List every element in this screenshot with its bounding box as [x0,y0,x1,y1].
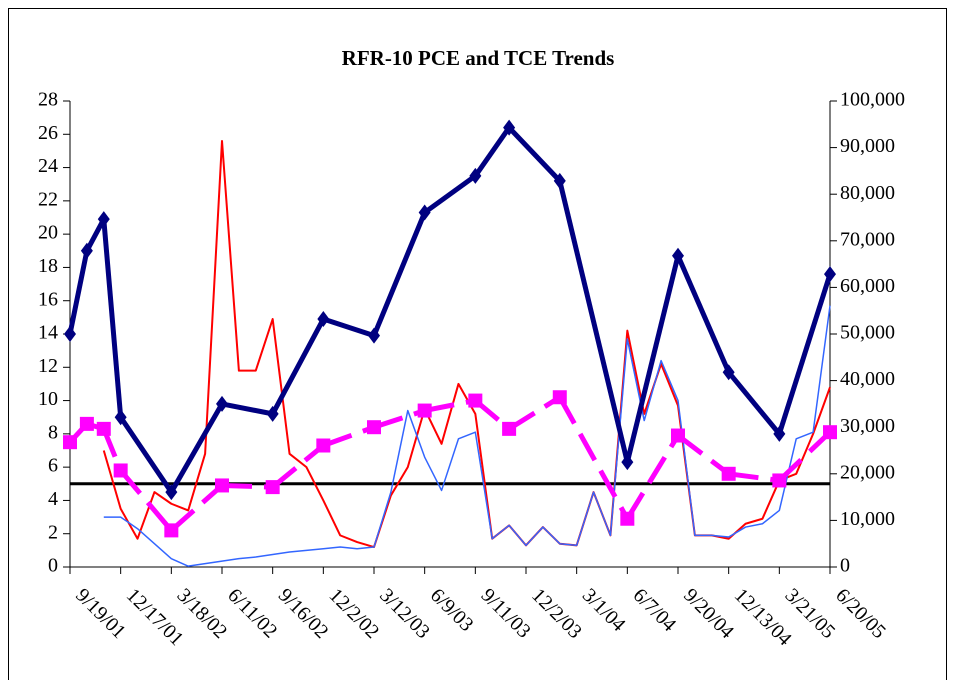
series-segment [169,483,224,533]
y-tick-label: 28 [38,89,58,111]
y-tick-label: 18 [38,255,58,277]
y2-tick-label: 30,000 [840,415,895,437]
series-segment [776,273,833,435]
marker [671,428,685,443]
marker [316,438,331,453]
series-segment [118,415,174,494]
y-tick-label: 24 [38,155,58,177]
marker [468,393,483,408]
marker [722,364,735,381]
marker [113,463,128,478]
marker [721,466,736,481]
series-segment [322,316,375,339]
marker [165,484,178,501]
marker [503,119,516,136]
y2-tick-label: 0 [840,555,850,577]
y-tick-label: 16 [38,288,58,310]
series-segment [322,424,375,448]
series-segment [507,395,562,431]
marker [823,425,837,440]
series-segment [101,218,124,418]
marker [215,478,229,493]
marker [553,172,566,189]
y2-tick-label: 40,000 [840,368,895,390]
y2-tick-label: 90,000 [840,135,895,157]
marker [502,421,517,436]
series-segment [726,370,782,436]
series-segment [423,173,477,215]
marker [164,523,179,538]
y-tick-label: 10 [38,388,58,410]
series-segment [777,430,832,483]
series-segment [624,255,681,463]
series-segment [169,402,225,494]
y2-tick-label: 70,000 [840,228,895,250]
y-tick-label: 0 [48,555,58,577]
y2-tick-label: 60,000 [840,275,895,297]
marker [80,242,93,259]
marker [266,405,279,422]
marker [114,409,127,426]
marker [621,454,634,471]
marker [216,395,228,412]
chart-border [8,8,947,685]
marker [79,416,94,431]
series-segment [507,125,562,183]
chart-title: RFR-10 PCE and TCE Trends [342,46,615,70]
y-tick-label: 6 [48,455,58,477]
series-segment [424,398,476,414]
series-line [103,305,831,567]
marker [96,421,111,436]
series-segment [675,254,731,374]
series-segment [473,126,512,178]
y2-tick-label: 20,000 [840,461,895,483]
y2-tick-label: 80,000 [840,182,895,204]
series-segment [270,317,326,416]
series-segment [371,211,427,337]
marker [368,327,380,344]
series-segment [676,433,731,476]
marker [772,473,787,488]
marker [63,435,77,450]
y-tick-label: 26 [38,122,58,144]
y-tick-label: 20 [38,222,58,244]
marker [265,480,280,495]
marker [367,420,381,435]
series-segment [557,180,630,463]
marker [773,425,786,442]
series-segment [221,482,273,490]
series-segment [67,250,90,335]
series-segment [221,401,274,417]
marker [317,311,330,328]
series-segment [118,468,174,533]
y2-tick-label: 10,000 [840,508,895,530]
y-tick-label: 22 [38,188,58,210]
y2-tick-label: 50,000 [840,322,895,344]
marker [552,390,567,405]
marker [97,211,110,228]
marker [824,266,836,283]
marker [672,247,684,264]
series-segment [84,217,106,252]
series-segment [271,443,325,490]
y-tick-label: 4 [48,488,58,510]
marker [620,511,635,526]
marker [417,403,432,418]
y2-tick-label: 100,000 [840,89,905,111]
series-segment [373,408,426,430]
series-segment [625,434,681,521]
y-tick-label: 8 [48,421,58,443]
marker [418,204,431,221]
marker [469,167,482,184]
series-segment [557,396,630,520]
y-tick-label: 14 [38,322,58,344]
y-tick-label: 12 [38,355,58,377]
series-segment [728,471,780,483]
marker [64,326,76,342]
y-tick-label: 2 [48,521,58,543]
